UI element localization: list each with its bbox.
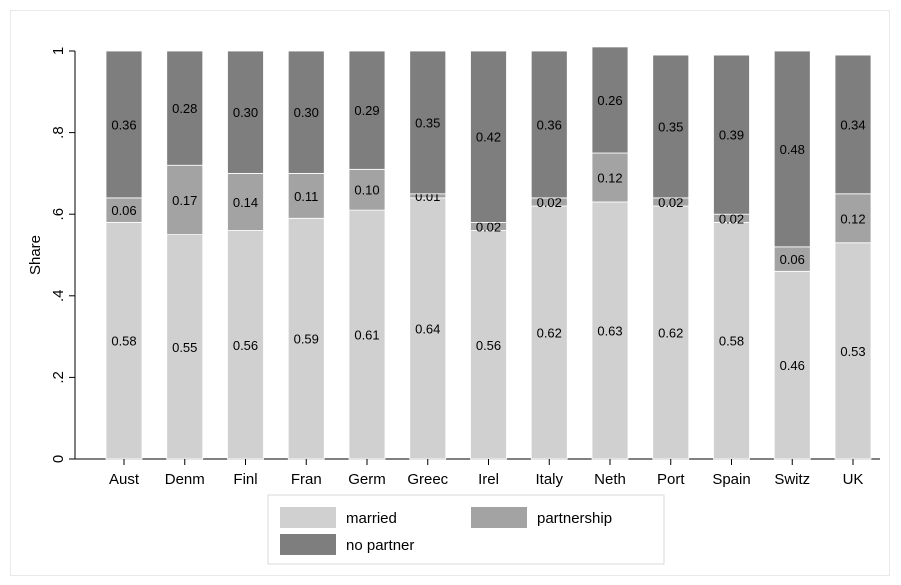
data-label: 0.02	[537, 195, 562, 210]
data-label: 0.26	[597, 93, 622, 108]
data-label: 0.55	[172, 340, 197, 355]
y-tick-label: 1	[50, 47, 67, 55]
data-label: 0.58	[719, 334, 744, 349]
bar-married-Aust	[105, 221, 143, 460]
bar-married-UK	[834, 242, 872, 460]
data-label: 0.58	[111, 334, 136, 349]
y-tick-label: .8	[50, 126, 67, 139]
bar-partnership-Aust	[105, 197, 143, 223]
bar-no-partner-Italy	[530, 50, 568, 199]
legend-swatch-no-partner	[280, 534, 336, 555]
data-label: 0.12	[840, 211, 865, 226]
data-label: 0.59	[294, 332, 319, 347]
data-label: 0.10	[354, 183, 379, 198]
legend-swatch-married	[280, 507, 336, 528]
x-tick-label: Port	[657, 471, 685, 488]
x-tick-label: Irel	[478, 471, 499, 488]
data-label: 0.06	[111, 203, 136, 218]
data-label: 0.02	[476, 219, 501, 234]
bar-no-partner-Aust	[105, 50, 143, 199]
bar-no-partner-Fran	[287, 50, 325, 174]
y-tick-label: .2	[50, 371, 67, 384]
legend-label: married	[346, 510, 397, 527]
x-tick-label: Italy	[535, 471, 563, 488]
y-axis-label: Share	[27, 235, 44, 275]
data-label: 0.34	[840, 117, 865, 132]
bar-partnership-Denm	[166, 164, 204, 236]
y-tick-label: .4	[50, 290, 67, 303]
data-label: 0.56	[233, 338, 258, 353]
bar-no-partner-Port	[652, 54, 690, 199]
data-label: 0.36	[537, 117, 562, 132]
x-tick-label: Neth	[594, 471, 626, 488]
x-tick-label: Switz	[774, 471, 810, 488]
bar-no-partner-Spain	[713, 54, 750, 215]
bar-no-partner-Denm	[166, 50, 204, 166]
data-label: 0.35	[415, 115, 440, 130]
x-tick-label: Finl	[233, 471, 257, 488]
x-tick-label: Greec	[407, 471, 448, 488]
bar-married-Port	[652, 205, 690, 460]
bar-partnership-Neth	[591, 152, 629, 203]
data-label: 0.62	[658, 326, 683, 341]
x-tick-label: Spain	[712, 471, 750, 488]
data-label: 0.02	[658, 195, 683, 210]
legend-label: no partner	[346, 537, 414, 554]
data-label: 0.56	[476, 338, 501, 353]
data-label: 0.29	[354, 103, 379, 118]
bar-partnership-Finl	[227, 172, 264, 231]
x-tick-label: Denm	[165, 471, 205, 488]
bar-married-Finl	[227, 230, 264, 460]
data-label: 0.62	[537, 326, 562, 341]
data-label: 0.63	[597, 323, 622, 338]
legend-swatch-partnership	[471, 507, 527, 528]
legend-label: partnership	[537, 510, 612, 527]
data-label: 0.02	[719, 211, 744, 226]
bar-no-partner-Irel	[470, 50, 507, 223]
data-label: 0.48	[780, 142, 805, 157]
data-label: 0.35	[658, 119, 683, 134]
data-label: 0.42	[476, 130, 501, 145]
bar-partnership-UK	[834, 193, 872, 244]
data-label: 0.46	[780, 358, 805, 373]
bar-married-Spain	[713, 221, 750, 460]
x-tick-label: Aust	[109, 471, 140, 488]
y-tick-label: 0	[50, 455, 67, 463]
bar-married-Switz	[773, 270, 811, 460]
bar-married-Greec	[409, 197, 447, 460]
data-label: 0.11	[294, 189, 318, 204]
data-label: 0.53	[840, 344, 865, 359]
data-label: 0.36	[111, 117, 136, 132]
bar-no-partner-Greec	[409, 50, 447, 195]
data-label: 0.64	[415, 321, 440, 336]
bar-partnership-Germ	[348, 168, 386, 211]
data-label: 0.12	[597, 170, 622, 185]
x-tick-label: Germ	[348, 471, 386, 488]
data-label: 0.17	[172, 193, 197, 208]
data-label: 0.30	[294, 105, 319, 120]
data-label: 0.28	[172, 101, 197, 116]
bar-married-Italy	[530, 205, 568, 460]
bar-no-partner-Neth	[591, 46, 629, 154]
bar-married-Neth	[591, 201, 629, 460]
x-tick-label: UK	[843, 471, 864, 488]
bar-no-partner-Finl	[227, 50, 264, 174]
data-label: 0.61	[354, 328, 379, 343]
bar-partnership-Fran	[287, 172, 325, 219]
bar-married-Irel	[470, 230, 507, 460]
data-label: 0.06	[780, 252, 805, 267]
x-tick-label: Fran	[291, 471, 322, 488]
y-tick-label: .6	[50, 208, 67, 221]
bar-no-partner-Germ	[348, 50, 386, 170]
data-label: 0.14	[233, 195, 258, 210]
bar-no-partner-Switz	[773, 50, 811, 248]
bar-no-partner-UK	[834, 54, 872, 195]
data-label: 0.39	[719, 128, 744, 143]
data-label: 0.30	[233, 105, 258, 120]
bar-married-Fran	[287, 217, 325, 460]
bar-partnership-Switz	[773, 246, 811, 272]
